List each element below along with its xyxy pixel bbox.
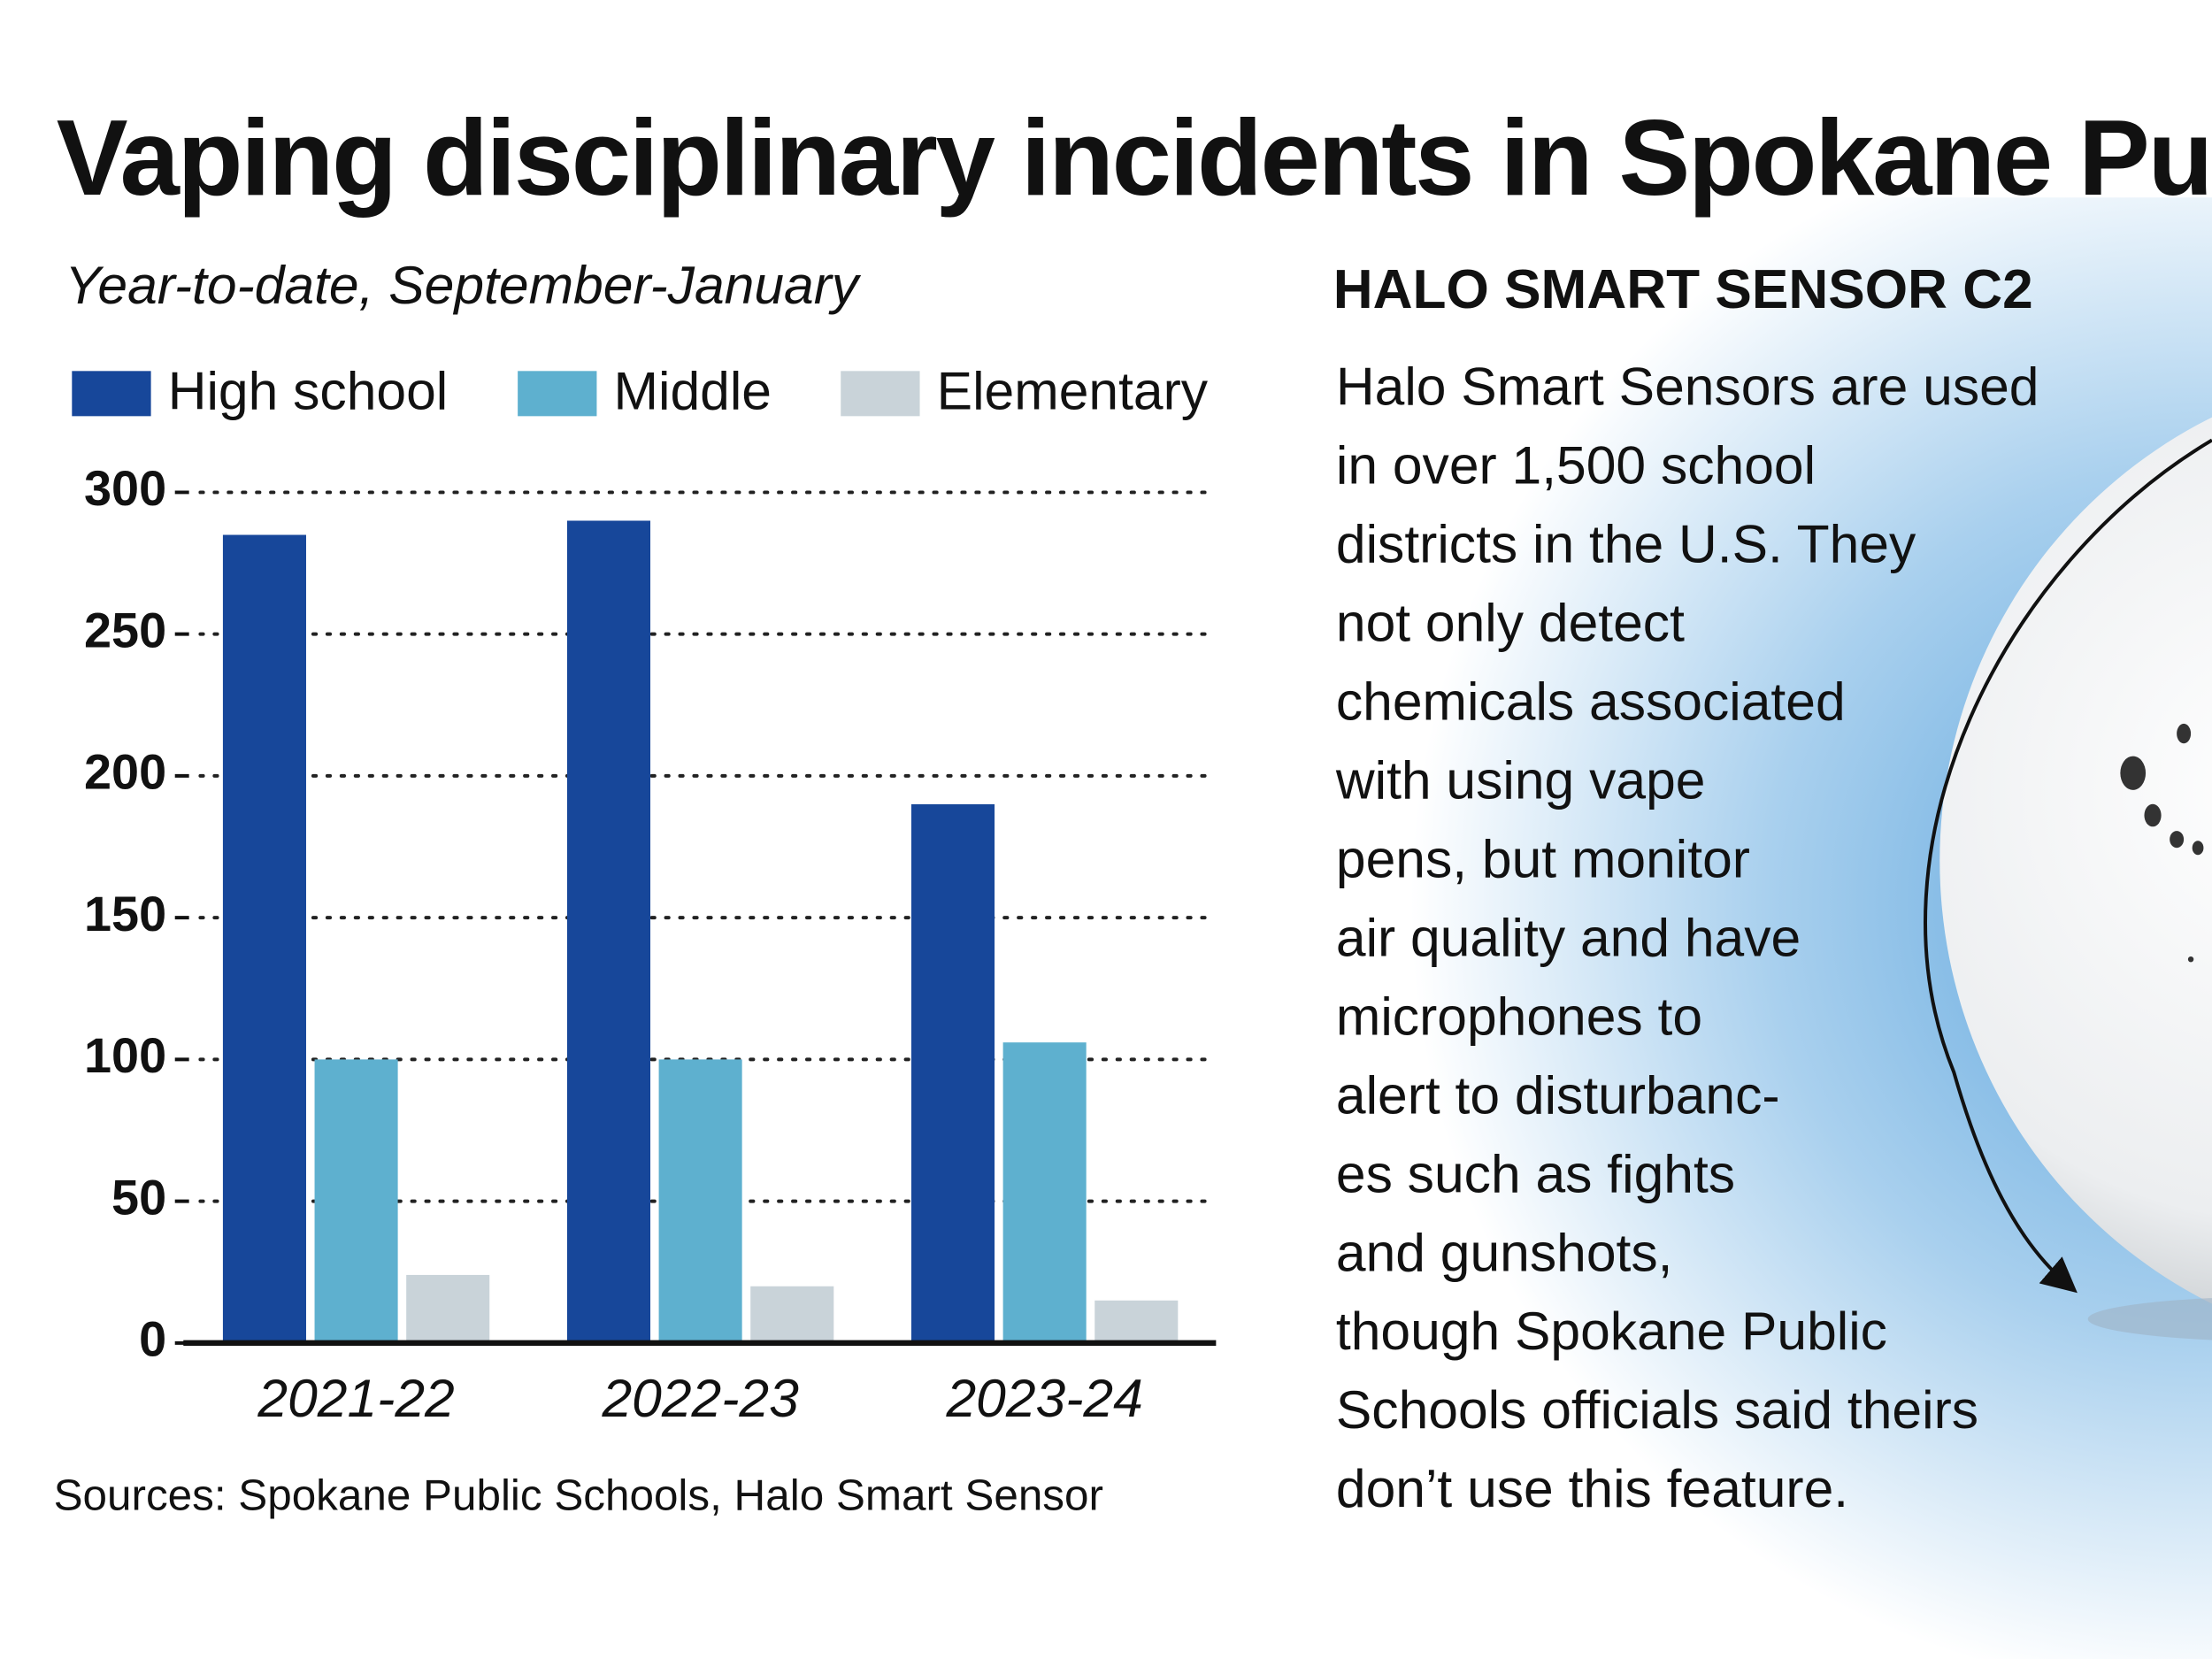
chart-title: Vaping disciplinary incidents in Spokane… xyxy=(57,97,2212,218)
y-tick-label: 0 xyxy=(139,1311,166,1367)
sidebar-text: microphones to xyxy=(1336,986,1702,1046)
sidebar-text: though Spokane Public xyxy=(1336,1301,1887,1361)
sensor-shadow xyxy=(2087,1298,2212,1340)
bar xyxy=(314,1059,398,1343)
source: Sources: Spokane Public Schools, Halo Sm… xyxy=(54,1471,1103,1519)
bar xyxy=(910,803,995,1343)
sidebar-text: and gunshots, xyxy=(1336,1222,1673,1282)
sidebar-text: pens, but monitor xyxy=(1336,828,1750,888)
y-tick-label: 200 xyxy=(84,744,166,800)
sensor-holes xyxy=(2120,723,2204,963)
sidebar-text: not only detect xyxy=(1336,593,1685,653)
sidebar-text: es such as fights xyxy=(1336,1143,1735,1203)
sidebar-text: air quality and have xyxy=(1336,907,1801,967)
legend-label: High school xyxy=(168,360,449,420)
bar xyxy=(658,1059,742,1343)
y-tick-label: 300 xyxy=(84,460,166,516)
pointer-arrow xyxy=(1924,438,2212,1294)
bar xyxy=(566,520,651,1343)
sidebar-text: with using vape xyxy=(1335,749,1706,810)
glow-fade xyxy=(1241,197,1326,1659)
sidebar-text: don’t use this feature. xyxy=(1336,1458,1848,1518)
x-tick-label: 2021-22 xyxy=(257,1368,454,1428)
legend-swatch xyxy=(72,371,151,417)
legend-swatch xyxy=(518,371,597,417)
legend-label: Middle xyxy=(614,360,772,420)
sidebar-text: in over 1,500 school xyxy=(1336,435,1816,495)
bar xyxy=(406,1274,490,1343)
legend-swatch xyxy=(841,371,920,417)
sidebar-text: chemicals associated xyxy=(1336,672,1846,732)
chart-subtitle: Year-to-date, September-January xyxy=(65,255,862,315)
sidebar-text: Halo Smart Sensors are used xyxy=(1336,357,2039,417)
sensor-device xyxy=(1939,417,2212,1304)
y-tick-label: 50 xyxy=(111,1169,166,1225)
bar xyxy=(750,1286,834,1343)
sidebar-text: alert to disturbanc- xyxy=(1336,1064,1780,1125)
bar xyxy=(222,534,306,1343)
y-tick-label: 100 xyxy=(84,1027,166,1083)
bar xyxy=(1094,1300,1179,1343)
bar xyxy=(1002,1042,1087,1343)
sidebar-text: Schools officials said theirs xyxy=(1336,1379,1978,1440)
legend-label: Elementary xyxy=(937,360,1209,420)
sidebar-heading: HALO SMART SENSOR C2 xyxy=(1333,259,2033,320)
y-tick-label: 150 xyxy=(84,886,166,941)
y-tick-label: 250 xyxy=(84,602,166,657)
x-tick-label: 2022-23 xyxy=(601,1368,799,1428)
x-tick-label: 2023-24 xyxy=(945,1368,1142,1428)
sidebar-text: districts in the U.S. They xyxy=(1336,514,1916,574)
